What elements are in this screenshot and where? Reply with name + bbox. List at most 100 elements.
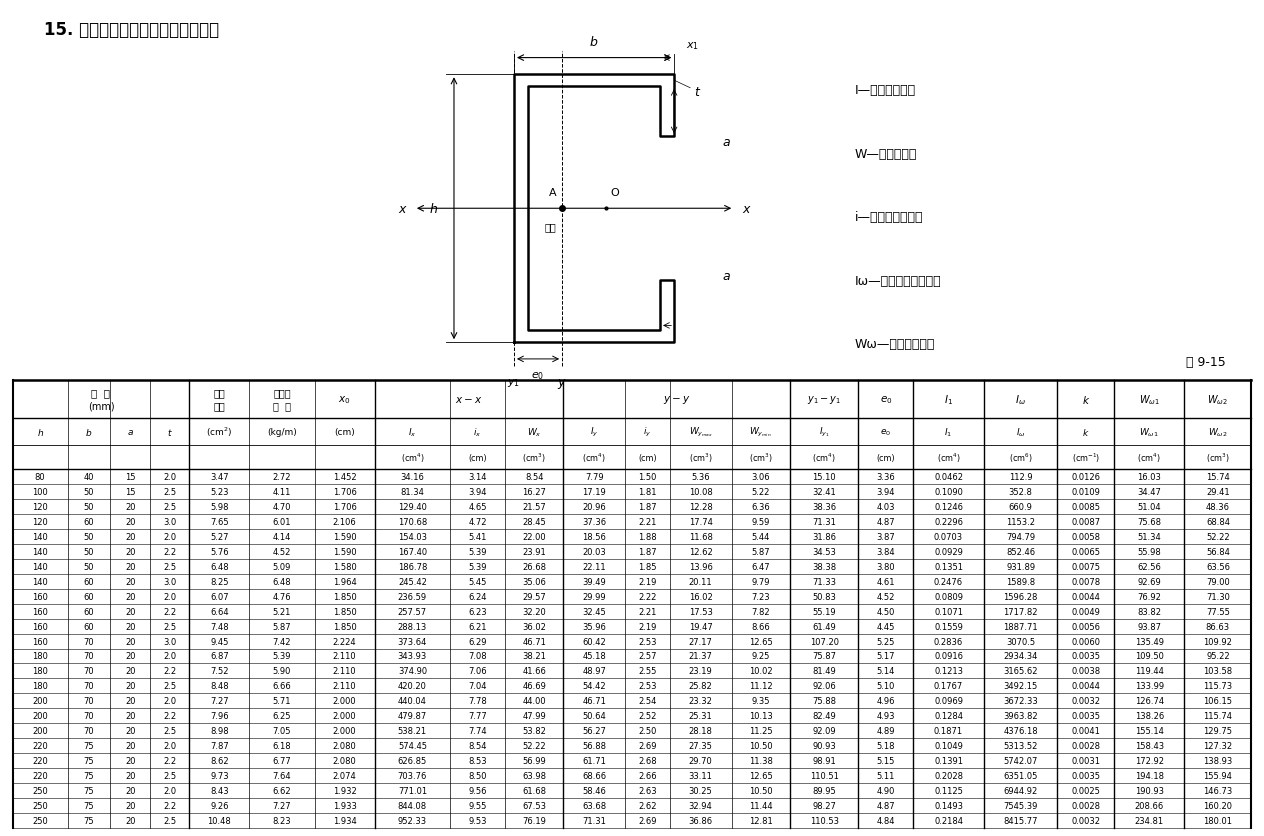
Text: 120: 120 bbox=[32, 502, 48, 512]
Text: 77.55: 77.55 bbox=[1206, 607, 1230, 616]
Text: 6944.92: 6944.92 bbox=[1004, 786, 1038, 795]
Text: 46.69: 46.69 bbox=[522, 681, 546, 691]
Text: 89.95: 89.95 bbox=[813, 786, 836, 795]
Text: 2.62: 2.62 bbox=[638, 801, 657, 810]
Text: 1.933: 1.933 bbox=[332, 801, 356, 810]
Text: 0.0065: 0.0065 bbox=[1072, 548, 1100, 556]
Text: 9.56: 9.56 bbox=[469, 786, 487, 795]
Text: 138.93: 138.93 bbox=[1203, 756, 1232, 765]
Text: (cm): (cm) bbox=[877, 453, 895, 462]
Text: 127.32: 127.32 bbox=[1203, 742, 1232, 750]
Text: 5.39: 5.39 bbox=[469, 563, 487, 571]
Text: 373.64: 373.64 bbox=[398, 637, 427, 645]
Text: 81.34: 81.34 bbox=[401, 487, 425, 497]
Text: (mm): (mm) bbox=[87, 401, 114, 411]
Text: 9.73: 9.73 bbox=[210, 771, 229, 780]
Text: (cm$^2$): (cm$^2$) bbox=[206, 426, 233, 439]
Text: 60.42: 60.42 bbox=[583, 637, 607, 645]
Text: 8415.77: 8415.77 bbox=[1004, 816, 1038, 824]
Text: 75: 75 bbox=[83, 786, 95, 795]
Text: 0.2028: 0.2028 bbox=[934, 771, 963, 780]
Text: 35.06: 35.06 bbox=[522, 577, 546, 586]
Text: 17.53: 17.53 bbox=[689, 607, 713, 616]
Text: 0.0060: 0.0060 bbox=[1072, 637, 1100, 645]
Text: i—截面回转半径；: i—截面回转半径； bbox=[854, 211, 923, 224]
Text: 5.27: 5.27 bbox=[210, 533, 229, 542]
Text: 0.0035: 0.0035 bbox=[1072, 652, 1100, 660]
Text: 71.31: 71.31 bbox=[813, 517, 836, 527]
Text: 4.87: 4.87 bbox=[877, 517, 895, 527]
Text: 1.850: 1.850 bbox=[332, 607, 356, 616]
Text: 0.0916: 0.0916 bbox=[934, 652, 963, 660]
Text: 20: 20 bbox=[125, 637, 135, 645]
Text: 61.49: 61.49 bbox=[813, 622, 836, 631]
Text: 7.23: 7.23 bbox=[751, 592, 770, 601]
Text: $a$: $a$ bbox=[126, 427, 134, 436]
Text: $W_x$: $W_x$ bbox=[527, 426, 541, 438]
Text: 60: 60 bbox=[83, 517, 95, 527]
Text: 180: 180 bbox=[32, 666, 48, 675]
Text: 2.110: 2.110 bbox=[332, 666, 356, 675]
Text: $W_{y_{max}}$: $W_{y_{max}}$ bbox=[689, 426, 713, 438]
Text: 90.93: 90.93 bbox=[813, 742, 836, 750]
Text: 120: 120 bbox=[32, 517, 48, 527]
Text: 2.5: 2.5 bbox=[163, 502, 176, 512]
Text: 75: 75 bbox=[83, 816, 95, 824]
Text: 0.0078: 0.0078 bbox=[1071, 577, 1101, 586]
Text: x: x bbox=[742, 202, 750, 216]
Text: $a$: $a$ bbox=[722, 269, 731, 283]
Text: 35.96: 35.96 bbox=[583, 622, 607, 631]
Text: 2.50: 2.50 bbox=[638, 726, 656, 735]
Text: 129.40: 129.40 bbox=[398, 502, 427, 512]
Text: 1.87: 1.87 bbox=[638, 548, 657, 556]
Text: 8.48: 8.48 bbox=[210, 681, 229, 691]
Text: 7.06: 7.06 bbox=[468, 666, 487, 675]
Text: 95.22: 95.22 bbox=[1206, 652, 1230, 660]
Text: 1589.8: 1589.8 bbox=[1006, 577, 1035, 586]
Text: 23.19: 23.19 bbox=[689, 666, 713, 675]
Text: 200: 200 bbox=[32, 726, 48, 735]
Text: 4.72: 4.72 bbox=[469, 517, 487, 527]
Text: 9.45: 9.45 bbox=[210, 637, 229, 645]
Text: 5.36: 5.36 bbox=[691, 473, 710, 482]
Text: 50: 50 bbox=[83, 487, 95, 497]
Text: 374.90: 374.90 bbox=[398, 666, 427, 675]
Text: 15.10: 15.10 bbox=[813, 473, 836, 482]
Text: 236.59: 236.59 bbox=[398, 592, 427, 601]
Text: 186.78: 186.78 bbox=[398, 563, 427, 571]
Text: 5.14: 5.14 bbox=[877, 666, 895, 675]
Text: 10.50: 10.50 bbox=[748, 742, 772, 750]
Text: 2.68: 2.68 bbox=[638, 756, 657, 765]
Text: 5.39: 5.39 bbox=[273, 652, 291, 660]
Text: 5.15: 5.15 bbox=[877, 756, 895, 765]
Text: Wω—截面扇性模量: Wω—截面扇性模量 bbox=[854, 338, 935, 351]
Text: 51.04: 51.04 bbox=[1138, 502, 1162, 512]
Text: 1.590: 1.590 bbox=[332, 548, 356, 556]
Text: $y - y$: $y - y$ bbox=[662, 394, 690, 405]
Text: 112.9: 112.9 bbox=[1009, 473, 1033, 482]
Text: 140: 140 bbox=[32, 548, 48, 556]
Text: 3070.5: 3070.5 bbox=[1006, 637, 1035, 645]
Text: $I_\omega$: $I_\omega$ bbox=[1016, 426, 1025, 438]
Text: 0.1049: 0.1049 bbox=[934, 742, 963, 750]
Text: (kg/m): (kg/m) bbox=[267, 427, 297, 436]
Text: 7.87: 7.87 bbox=[210, 742, 229, 750]
Text: 4.87: 4.87 bbox=[877, 801, 895, 810]
Text: 0.0109: 0.0109 bbox=[1072, 487, 1100, 497]
Text: 0.0929: 0.0929 bbox=[934, 548, 963, 556]
Text: 44.00: 44.00 bbox=[522, 696, 546, 706]
Text: 70: 70 bbox=[83, 637, 95, 645]
Text: 70: 70 bbox=[83, 652, 95, 660]
Text: 50: 50 bbox=[83, 548, 95, 556]
Text: 68.66: 68.66 bbox=[583, 771, 607, 780]
Text: 2.53: 2.53 bbox=[638, 681, 657, 691]
Text: 160: 160 bbox=[32, 607, 48, 616]
Text: 7.08: 7.08 bbox=[468, 652, 487, 660]
Text: 20: 20 bbox=[125, 711, 135, 721]
Text: 1.580: 1.580 bbox=[332, 563, 356, 571]
Text: 9.25: 9.25 bbox=[752, 652, 770, 660]
Text: 70: 70 bbox=[83, 696, 95, 706]
Text: 1.88: 1.88 bbox=[638, 533, 657, 542]
Text: 5.87: 5.87 bbox=[751, 548, 770, 556]
Text: I—截面惯性矩；: I—截面惯性矩； bbox=[854, 84, 915, 97]
